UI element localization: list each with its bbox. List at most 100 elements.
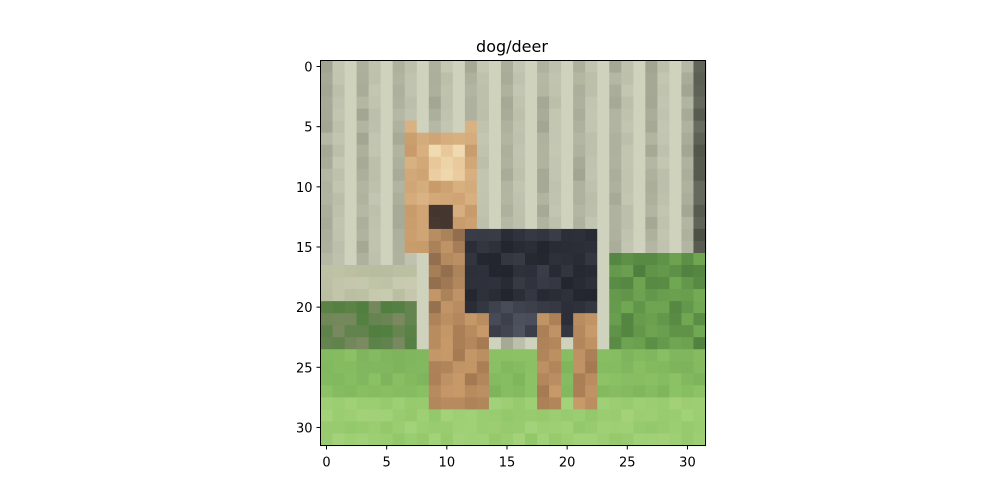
image-pixel <box>657 385 671 398</box>
image-pixel <box>525 265 538 278</box>
image-pixel <box>380 156 394 170</box>
image-pixel <box>597 325 610 338</box>
image-pixel <box>320 421 334 435</box>
image-pixel <box>513 337 526 350</box>
image-pixel <box>464 361 478 374</box>
image-pixel <box>416 325 430 338</box>
image-pixel <box>416 72 430 86</box>
image-pixel <box>633 132 646 146</box>
image-pixel <box>440 156 454 170</box>
image-pixel <box>488 385 502 398</box>
image-pixel <box>537 349 550 362</box>
image-pixel <box>500 132 514 146</box>
image-pixel <box>549 253 562 266</box>
image-pixel <box>549 228 562 242</box>
image-pixel <box>573 96 586 110</box>
image-pixel <box>476 409 490 423</box>
image-pixel <box>645 132 658 146</box>
image-pixel <box>428 144 442 158</box>
image-pixel <box>693 240 707 254</box>
image-pixel <box>645 228 658 242</box>
image-pixel <box>476 277 490 290</box>
image-pixel <box>416 204 430 218</box>
image-pixel <box>380 240 394 254</box>
image-pixel <box>440 433 454 447</box>
image-pixel <box>356 168 370 182</box>
image-pixel <box>573 60 586 74</box>
image-pixel <box>464 397 478 411</box>
image-pixel <box>525 313 538 326</box>
image-pixel <box>404 265 418 278</box>
image-pixel <box>621 409 634 423</box>
image-pixel <box>645 72 658 86</box>
image-pixel <box>380 108 394 122</box>
image-pixel <box>537 277 550 290</box>
image-pixel <box>597 228 610 242</box>
image-pixel <box>645 96 658 110</box>
image-pixel <box>597 409 610 423</box>
image-pixel <box>645 240 658 254</box>
image-pixel <box>428 397 442 411</box>
image-pixel <box>440 180 454 194</box>
image-pixel <box>452 349 466 362</box>
image-pixel <box>380 120 394 134</box>
image-pixel <box>440 96 454 110</box>
image-pixel <box>368 84 382 98</box>
image-pixel <box>681 253 695 266</box>
image-pixel <box>380 349 394 362</box>
image-pixel <box>488 120 502 134</box>
image-pixel <box>633 72 646 86</box>
image-pixel <box>332 240 346 254</box>
image-pixel <box>440 84 454 98</box>
image-pixel <box>549 120 562 134</box>
y-axis: 0 5 10 15 20 25 30 <box>296 61 321 436</box>
image-pixel <box>633 216 646 230</box>
image-pixel <box>597 373 610 386</box>
image-pixel <box>464 289 478 302</box>
image-pixel <box>416 265 430 278</box>
image-pixel <box>585 337 598 350</box>
image-pixel <box>440 72 454 86</box>
image-pixel <box>320 277 334 290</box>
image-pixel <box>368 108 382 122</box>
image-pixel <box>585 60 598 74</box>
image-pixel <box>500 240 514 254</box>
image-pixel <box>488 144 502 158</box>
image-pixel <box>320 337 334 350</box>
image-pixel <box>344 289 358 302</box>
image-pixel <box>332 120 346 134</box>
image-pixel <box>404 409 418 423</box>
image-pixel <box>368 228 382 242</box>
image-pixel <box>440 253 454 266</box>
image-pixel <box>537 108 550 122</box>
image-pixel <box>549 313 562 326</box>
image-pixel <box>585 397 598 411</box>
image-pixel <box>416 108 430 122</box>
image-pixel <box>488 156 502 170</box>
image-pixel <box>669 337 683 350</box>
image-pixel <box>476 84 490 98</box>
image-pixel <box>525 228 538 242</box>
image-pixel <box>645 349 658 362</box>
image-pixel <box>585 216 598 230</box>
image-pixel <box>669 349 683 362</box>
image-pixel <box>537 253 550 266</box>
image-pixel <box>621 204 634 218</box>
image-pixel <box>464 108 478 122</box>
image-pixel <box>633 204 646 218</box>
image-pixel <box>645 60 658 74</box>
image-pixel <box>368 216 382 230</box>
image-pixel <box>464 421 478 435</box>
image-pixel <box>537 168 550 182</box>
image-pixel <box>549 156 562 170</box>
image-pixel <box>537 144 550 158</box>
image-pixel <box>573 120 586 134</box>
image-pixel <box>416 192 430 206</box>
y-tick-label: 10 <box>296 181 313 196</box>
image-pixel <box>392 168 406 182</box>
image-pixel <box>669 289 683 302</box>
image-pixel <box>488 409 502 423</box>
image-pixel <box>344 325 358 338</box>
image-pixel <box>525 373 538 386</box>
image-pixel <box>609 433 622 447</box>
